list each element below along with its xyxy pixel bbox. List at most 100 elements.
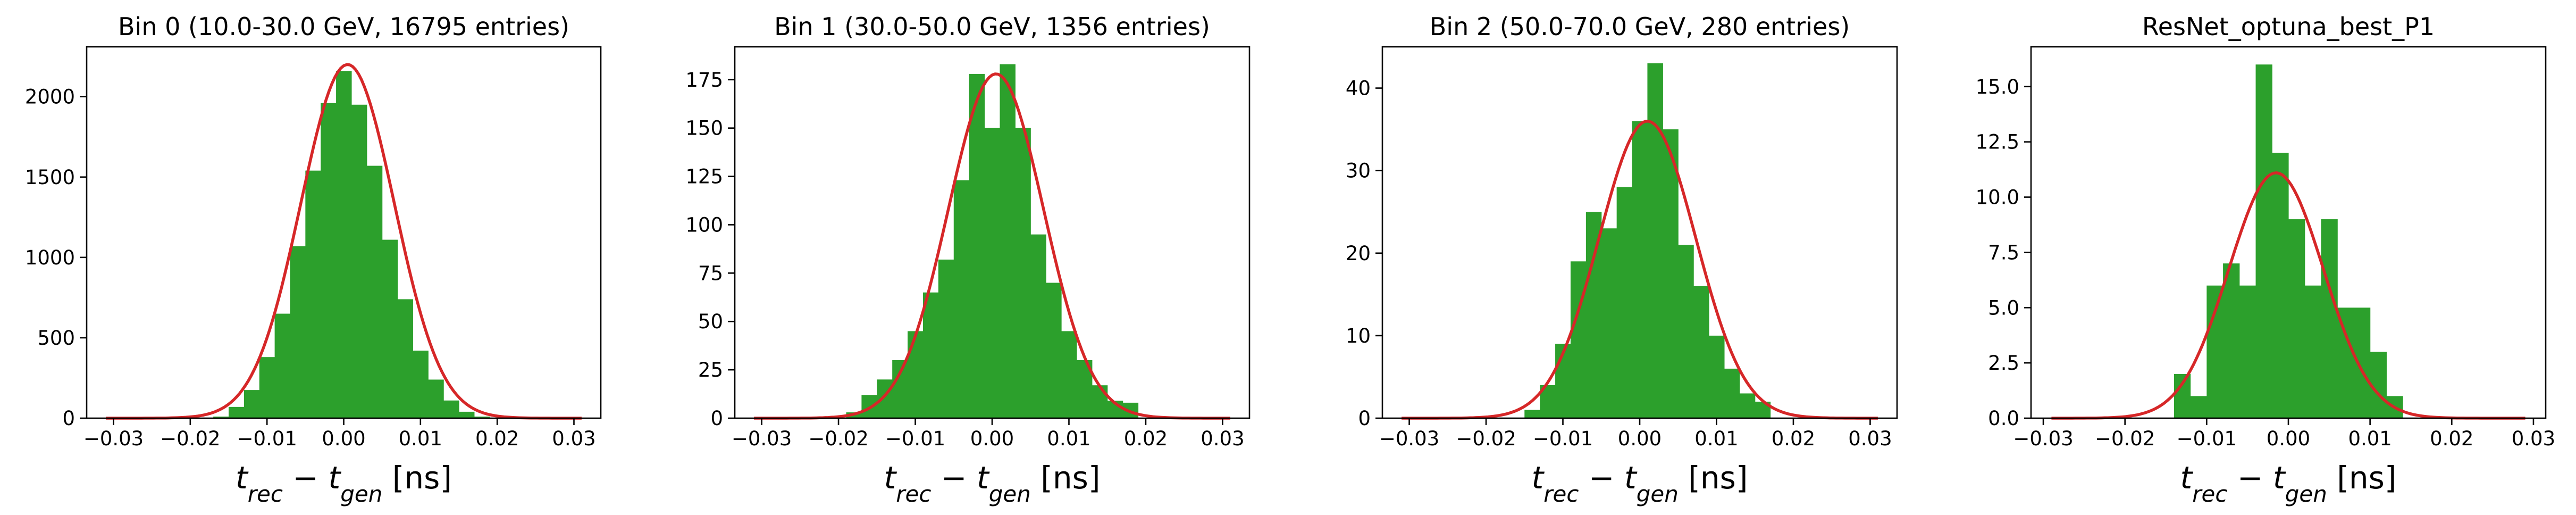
y-tick-label: 15.0 — [1976, 76, 2019, 98]
y-tick-label: 5.0 — [1988, 296, 2019, 319]
x-tick-label: 0.02 — [1772, 427, 1815, 450]
x-tick-label: 0.00 — [2267, 427, 2310, 450]
histogram-bar — [413, 351, 429, 418]
y-tick-label: 0.0 — [1988, 407, 2019, 430]
y-tick-label: 0 — [62, 407, 75, 430]
y-tick-label: 500 — [37, 327, 75, 350]
y-tick-label: 150 — [685, 117, 723, 140]
x-tick-label: 0.01 — [1047, 427, 1090, 450]
y-tick-label: 50 — [698, 310, 723, 333]
histogram-bar — [2304, 285, 2322, 418]
histogram-bar — [969, 73, 985, 419]
y-tick-label: 1500 — [25, 166, 75, 189]
histogram-bar — [1601, 228, 1617, 418]
y-tick-label: 30 — [1346, 160, 1371, 182]
histogram-bar — [397, 299, 413, 418]
x-tick-label: −0.01 — [2177, 427, 2237, 450]
y-tick-label: 10 — [1346, 325, 1371, 347]
histogram-bar — [1709, 335, 1725, 418]
y-tick-label: 2000 — [25, 86, 75, 109]
y-tick-label: 2.5 — [1988, 352, 2019, 375]
histogram-bar — [938, 259, 954, 418]
histogram-bar — [984, 128, 1001, 418]
chart-title: ResNet_optuna_best_P1 — [2142, 12, 2435, 41]
histogram-bar — [305, 170, 321, 418]
histogram-bar — [1092, 385, 1108, 418]
histogram-bar — [2272, 153, 2289, 418]
histogram-bar — [336, 71, 352, 418]
x-tick-label: −0.02 — [1456, 427, 1516, 450]
y-tick-label: 1000 — [25, 246, 75, 269]
x-tick-label: −0.03 — [1379, 427, 1439, 450]
chart-title: Bin 2 (50.0-70.0 GeV, 280 entries) — [1430, 12, 1850, 41]
histogram-bar — [274, 313, 291, 418]
histogram-bar — [2288, 219, 2305, 418]
histogram-bar — [1678, 245, 1694, 418]
histogram-bar — [1663, 129, 1679, 419]
histogram-bar — [2353, 308, 2371, 418]
y-tick-label: 10.0 — [1976, 186, 2019, 209]
x-tick-label: −0.01 — [237, 427, 297, 450]
histogram-bar — [1585, 212, 1602, 418]
panel-2: −0.03 −0.02 −0.01 0.00 0.01 0.02 0.03 0 10 20 30 40… — [1346, 12, 1898, 507]
x-tick-label: 0.01 — [399, 427, 442, 450]
histogram-bar — [1030, 234, 1046, 418]
x-tick-label: −0.03 — [732, 427, 792, 450]
x-tick-label: 0.03 — [1848, 427, 1892, 450]
x-tick-label: −0.01 — [1533, 427, 1593, 450]
histogram-bar — [1015, 128, 1031, 418]
histogram-bar — [321, 103, 337, 418]
histogram-bar — [2190, 396, 2207, 418]
x-axis-label: trec − tgen [ns] — [2180, 460, 2397, 507]
x-tick-label: 0.00 — [970, 427, 1014, 450]
x-tick-label: 0.00 — [1618, 427, 1662, 450]
histogram-bar — [922, 292, 939, 418]
histogram-bar — [428, 379, 444, 418]
x-tick-label: 0.01 — [2348, 427, 2392, 450]
x-axis-label: trec − tgen [ns] — [236, 460, 452, 507]
histogram-bar — [1739, 393, 1756, 418]
x-tick-label: −0.02 — [160, 427, 220, 450]
x-tick-label: 0.02 — [475, 427, 519, 450]
histogram-bar — [259, 357, 275, 418]
gaussian-fit-line — [754, 72, 1230, 420]
y-tick-label: 75 — [698, 262, 723, 285]
y-tick-label: 20 — [1346, 242, 1371, 265]
histogram-bar — [2239, 285, 2256, 418]
histogram-bar — [2370, 352, 2387, 418]
histogram-bar — [1724, 368, 1740, 418]
x-tick-label: −0.03 — [2013, 427, 2073, 450]
y-tick-label: 125 — [685, 165, 723, 188]
histogram-bar — [908, 331, 924, 418]
histogram-bar — [2255, 64, 2272, 418]
histogram-bar — [2174, 373, 2191, 418]
histogram-bar — [443, 400, 459, 418]
y-tick-label: 25 — [698, 359, 723, 381]
y-tick-label: 7.5 — [1988, 241, 2019, 264]
x-tick-label: 0.02 — [1124, 427, 1168, 450]
histogram-bar — [351, 104, 367, 418]
histogram-bar — [1616, 187, 1633, 418]
histogram-bar — [892, 360, 908, 418]
histogram-bar — [2321, 219, 2338, 418]
chart-title: Bin 0 (10.0-30.0 GeV, 16795 entries) — [118, 12, 569, 41]
chart-title: Bin 1 (30.0-50.0 GeV, 1356 entries) — [774, 12, 1210, 41]
histogram-bar — [953, 180, 970, 418]
histogram-bar — [366, 165, 383, 418]
y-tick-label: 12.5 — [1976, 131, 2019, 154]
y-tick-label: 0 — [710, 407, 723, 430]
x-tick-label: −0.02 — [2095, 427, 2155, 450]
histogram-bar — [458, 411, 475, 418]
x-tick-label: 0.03 — [552, 427, 595, 450]
histogram-bar — [474, 416, 490, 418]
x-axis-label: trec − tgen [ns] — [884, 460, 1101, 507]
histogram-bar — [1046, 283, 1062, 418]
x-axis-label: trec − tgen [ns] — [1532, 460, 1748, 507]
histogram-bar — [244, 390, 260, 418]
histogram-bar — [382, 239, 398, 418]
histogram-bar — [2337, 308, 2354, 418]
histogram-bar — [290, 246, 306, 418]
x-tick-label: −0.02 — [808, 427, 868, 450]
histogram-bar — [1647, 63, 1663, 419]
